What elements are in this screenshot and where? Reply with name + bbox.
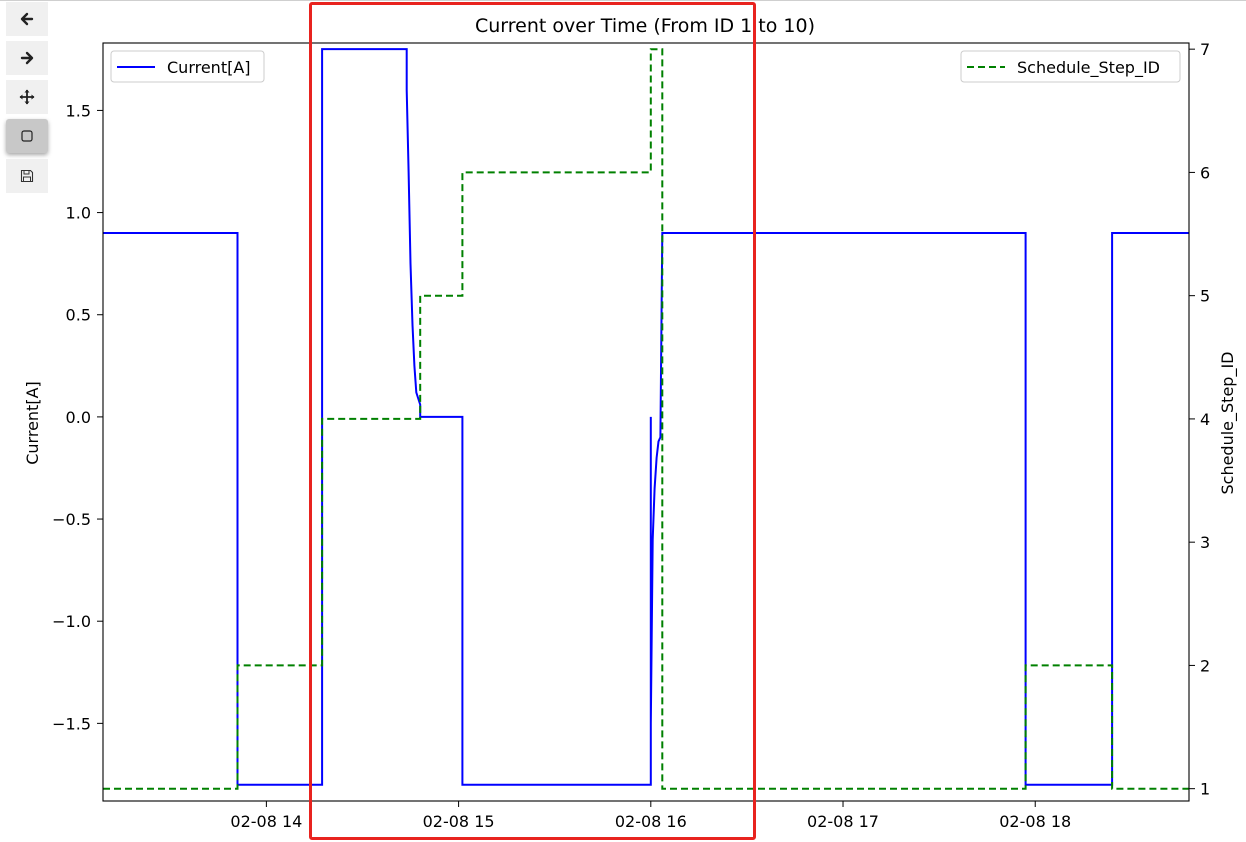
window-top-border — [0, 0, 1246, 1]
y-tick-label-left: 1.5 — [66, 101, 91, 120]
zoom-button[interactable] — [6, 119, 48, 153]
x-tick-label: 02-08 16 — [615, 812, 687, 831]
y-tick-label-left: 1.0 — [66, 204, 91, 223]
x-axis: 02-08 14 02-08 15 02-08 16 02-08 17 02-08 18 — [230, 801, 1071, 831]
y-tick-label-left: −0.5 — [52, 510, 91, 529]
legend-left-label: Current[A] — [167, 58, 251, 77]
series-line-schedule-step-id — [103, 48, 1189, 790]
y-axis-left: 1.5 1.0 0.5 0.0 −0.5 −1.0 −1.5 — [52, 101, 103, 733]
y-tick-label-right: 2 — [1200, 656, 1210, 675]
chart-title: Current over Time (From ID 1 to 10) — [475, 15, 815, 37]
y-tick-label-left: −1.5 — [52, 714, 91, 733]
y-axis-right: 1 2 3 4 5 6 7 — [1189, 40, 1210, 799]
legend-right: Schedule_Step_ID — [960, 50, 1181, 83]
plot-frame — [102, 42, 1190, 802]
forward-button[interactable] — [6, 41, 48, 75]
y-tick-label-right: 5 — [1200, 287, 1210, 306]
x-tick-label: 02-08 14 — [230, 812, 302, 831]
y-axis-label-left: Current[A] — [23, 381, 42, 465]
back-button[interactable] — [6, 2, 48, 36]
legend-left-box — [110, 50, 265, 83]
y-tick-label-left: 0.0 — [66, 408, 91, 427]
y-tick-label-right: 6 — [1200, 163, 1210, 182]
legend-right-box — [960, 50, 1181, 83]
y-axis-label-right: Schedule_Step_ID — [1218, 352, 1238, 495]
legend-left: Current[A] — [110, 50, 265, 83]
x-tick-label: 02-08 17 — [807, 812, 879, 831]
arrow-right-icon — [19, 50, 35, 66]
arrow-left-icon — [19, 11, 35, 27]
y-tick-label-left: 0.5 — [66, 306, 91, 325]
pan-button[interactable] — [6, 80, 48, 114]
series-line-current-a — [103, 48, 1189, 786]
x-tick-label: 02-08 18 — [999, 812, 1071, 831]
y-tick-label-right: 3 — [1200, 533, 1210, 552]
legend-right-label: Schedule_Step_ID — [1017, 58, 1160, 78]
x-tick-label: 02-08 15 — [423, 812, 495, 831]
series-layer — [103, 48, 1189, 790]
zoom-rect-icon — [19, 128, 35, 144]
y-tick-label-right: 7 — [1200, 40, 1210, 59]
y-tick-label-right: 1 — [1200, 780, 1210, 799]
y-tick-label-left: −1.0 — [52, 612, 91, 631]
move-cross-icon — [19, 89, 35, 105]
y-tick-label-right: 4 — [1200, 410, 1210, 429]
save-button[interactable] — [6, 159, 48, 193]
floppy-disk-icon — [19, 168, 35, 184]
